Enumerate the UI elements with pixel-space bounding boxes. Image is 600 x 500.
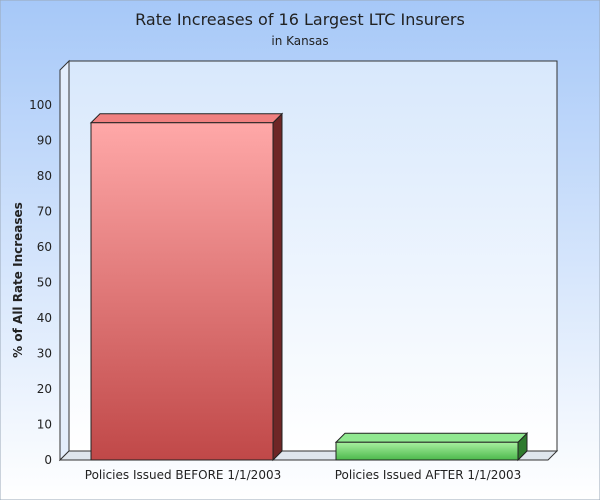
- plot-side-wall: [59, 59, 70, 462]
- x-tick-label: Policies Issued AFTER 1/1/2003: [335, 468, 522, 482]
- y-tick-label: 20: [37, 382, 52, 396]
- bar-front: [335, 441, 519, 461]
- chart-subtitle: in Kansas: [271, 34, 328, 48]
- bar-side: [272, 112, 283, 462]
- bar: [334, 432, 529, 462]
- y-axis-label: % of All Rate Increases: [11, 202, 25, 358]
- chart-title: Rate Increases of 16 Largest LTC Insurer…: [135, 10, 465, 29]
- bar-top: [334, 432, 529, 443]
- y-tick-label: 100: [29, 98, 52, 112]
- bar-top: [89, 113, 284, 124]
- bars: [89, 112, 529, 462]
- bar-front: [90, 122, 274, 461]
- y-tick-label: 0: [44, 453, 52, 467]
- y-axis-ticks: 0 10 20 30 40 50 60 70 80 90 100: [29, 98, 52, 467]
- y-tick-label: 90: [37, 134, 52, 148]
- bar: [89, 112, 284, 462]
- y-tick-label: 50: [37, 276, 52, 290]
- y-tick-label: 60: [37, 240, 52, 254]
- x-tick-label: Policies Issued BEFORE 1/1/2003: [85, 468, 281, 482]
- x-axis-tick-labels: Policies Issued BEFORE 1/1/2003 Policies …: [85, 468, 521, 482]
- y-tick-label: 30: [37, 347, 52, 361]
- y-tick-label: 40: [37, 311, 52, 325]
- y-tick-label: 70: [37, 205, 52, 219]
- y-tick-label: 10: [37, 418, 52, 432]
- y-tick-label: 80: [37, 169, 52, 183]
